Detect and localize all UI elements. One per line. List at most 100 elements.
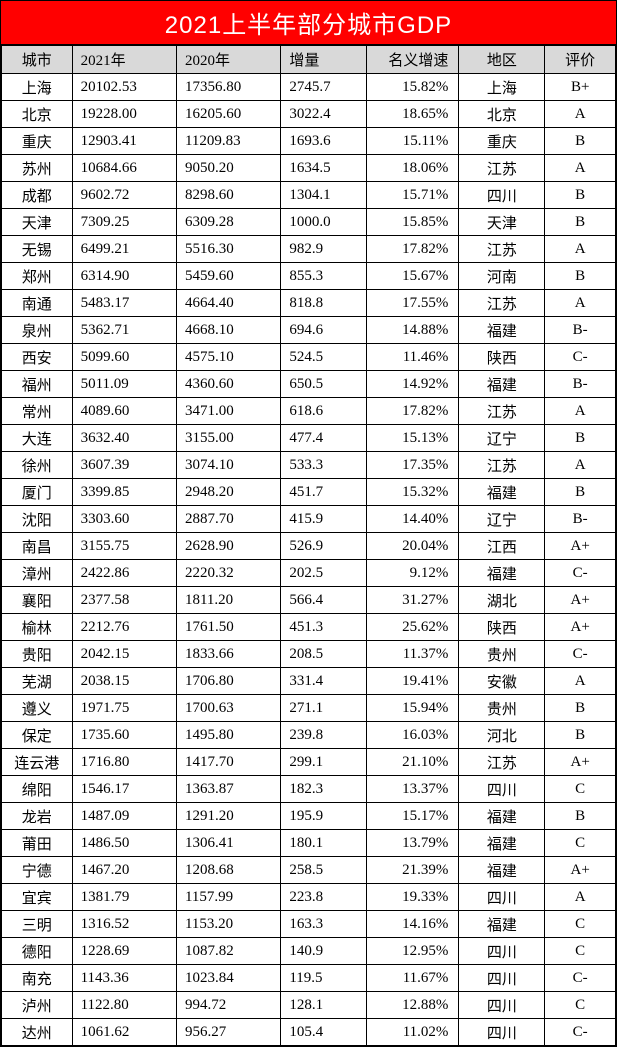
cell-inc: 650.5 xyxy=(281,371,367,398)
cell-2021: 3303.60 xyxy=(72,506,176,533)
cell-2021: 1971.75 xyxy=(72,695,176,722)
cell-city: 南通 xyxy=(2,290,73,317)
cell-2020: 994.72 xyxy=(176,992,280,1019)
cell-inc: 180.1 xyxy=(281,830,367,857)
cell-inc: 982.9 xyxy=(281,236,367,263)
cell-rate: 11.37% xyxy=(367,641,459,668)
cell-region: 四川 xyxy=(459,938,545,965)
cell-rate: 15.67% xyxy=(367,263,459,290)
cell-inc: 128.1 xyxy=(281,992,367,1019)
table-row: 上海20102.5317356.802745.715.82%上海B+ xyxy=(2,74,616,101)
header-row: 城市 2021年 2020年 增量 名义增速 地区 评价 xyxy=(2,46,616,74)
cell-rate: 11.46% xyxy=(367,344,459,371)
table-row: 泉州5362.714668.10694.614.88%福建B- xyxy=(2,317,616,344)
col-header-2020: 2020年 xyxy=(176,46,280,74)
table-row: 漳州2422.862220.32202.59.12%福建C- xyxy=(2,560,616,587)
cell-rate: 15.17% xyxy=(367,803,459,830)
cell-grade: C- xyxy=(545,965,616,992)
cell-grade: B xyxy=(545,425,616,452)
cell-city: 贵阳 xyxy=(2,641,73,668)
cell-2020: 16205.60 xyxy=(176,101,280,128)
cell-grade: C xyxy=(545,911,616,938)
cell-inc: 533.3 xyxy=(281,452,367,479)
cell-grade: C xyxy=(545,938,616,965)
cell-inc: 195.9 xyxy=(281,803,367,830)
cell-rate: 14.16% xyxy=(367,911,459,938)
table-row: 连云港1716.801417.70299.121.10%江苏A+ xyxy=(2,749,616,776)
cell-city: 沈阳 xyxy=(2,506,73,533)
cell-2021: 2042.15 xyxy=(72,641,176,668)
cell-rate: 21.10% xyxy=(367,749,459,776)
cell-region: 河南 xyxy=(459,263,545,290)
cell-rate: 15.11% xyxy=(367,128,459,155)
cell-grade: B xyxy=(545,695,616,722)
cell-inc: 526.9 xyxy=(281,533,367,560)
cell-grade: B xyxy=(545,128,616,155)
cell-inc: 105.4 xyxy=(281,1019,367,1046)
cell-rate: 12.95% xyxy=(367,938,459,965)
cell-2020: 1306.41 xyxy=(176,830,280,857)
table-row: 厦门3399.852948.20451.715.32%福建B xyxy=(2,479,616,506)
col-header-grade: 评价 xyxy=(545,46,616,74)
cell-city: 遵义 xyxy=(2,695,73,722)
cell-2020: 6309.28 xyxy=(176,209,280,236)
cell-city: 上海 xyxy=(2,74,73,101)
cell-inc: 3022.4 xyxy=(281,101,367,128)
cell-grade: A xyxy=(545,155,616,182)
cell-region: 福建 xyxy=(459,479,545,506)
cell-2021: 5099.60 xyxy=(72,344,176,371)
cell-city: 漳州 xyxy=(2,560,73,587)
cell-city: 郑州 xyxy=(2,263,73,290)
cell-grade: A xyxy=(545,290,616,317)
table-row: 芜湖2038.151706.80331.419.41%安徽A xyxy=(2,668,616,695)
cell-2020: 4668.10 xyxy=(176,317,280,344)
cell-grade: B- xyxy=(545,506,616,533)
cell-2021: 6499.21 xyxy=(72,236,176,263)
cell-city: 常州 xyxy=(2,398,73,425)
cell-2021: 3632.40 xyxy=(72,425,176,452)
gdp-table: 城市 2021年 2020年 增量 名义增速 地区 评价 上海20102.531… xyxy=(1,45,616,1046)
cell-inc: 182.3 xyxy=(281,776,367,803)
cell-inc: 299.1 xyxy=(281,749,367,776)
cell-2021: 3607.39 xyxy=(72,452,176,479)
cell-grade: C- xyxy=(545,1019,616,1046)
table-row: 莆田1486.501306.41180.113.79%福建C xyxy=(2,830,616,857)
cell-rate: 11.02% xyxy=(367,1019,459,1046)
cell-2020: 1811.20 xyxy=(176,587,280,614)
cell-inc: 415.9 xyxy=(281,506,367,533)
cell-2020: 1417.70 xyxy=(176,749,280,776)
cell-inc: 331.4 xyxy=(281,668,367,695)
cell-2020: 2220.32 xyxy=(176,560,280,587)
table-row: 襄阳2377.581811.20566.431.27%湖北A+ xyxy=(2,587,616,614)
cell-rate: 9.12% xyxy=(367,560,459,587)
cell-inc: 271.1 xyxy=(281,695,367,722)
cell-2020: 1153.20 xyxy=(176,911,280,938)
cell-city: 重庆 xyxy=(2,128,73,155)
cell-city: 泸州 xyxy=(2,992,73,1019)
cell-rate: 14.40% xyxy=(367,506,459,533)
cell-rate: 17.35% xyxy=(367,452,459,479)
cell-region: 江苏 xyxy=(459,290,545,317)
cell-region: 陕西 xyxy=(459,614,545,641)
cell-2021: 1061.62 xyxy=(72,1019,176,1046)
cell-2021: 3399.85 xyxy=(72,479,176,506)
cell-city: 达州 xyxy=(2,1019,73,1046)
cell-region: 四川 xyxy=(459,776,545,803)
cell-2021: 2212.76 xyxy=(72,614,176,641)
table-row: 德阳1228.691087.82140.912.95%四川C xyxy=(2,938,616,965)
cell-city: 福州 xyxy=(2,371,73,398)
cell-2021: 6314.90 xyxy=(72,263,176,290)
cell-2021: 7309.25 xyxy=(72,209,176,236)
cell-region: 江苏 xyxy=(459,398,545,425)
cell-city: 宁德 xyxy=(2,857,73,884)
table-row: 苏州10684.669050.201634.518.06%江苏A xyxy=(2,155,616,182)
cell-city: 徐州 xyxy=(2,452,73,479)
cell-inc: 163.3 xyxy=(281,911,367,938)
cell-city: 无锡 xyxy=(2,236,73,263)
cell-grade: B- xyxy=(545,317,616,344)
cell-region: 北京 xyxy=(459,101,545,128)
cell-2020: 1291.20 xyxy=(176,803,280,830)
cell-inc: 223.8 xyxy=(281,884,367,911)
cell-region: 福建 xyxy=(459,830,545,857)
cell-rate: 15.71% xyxy=(367,182,459,209)
